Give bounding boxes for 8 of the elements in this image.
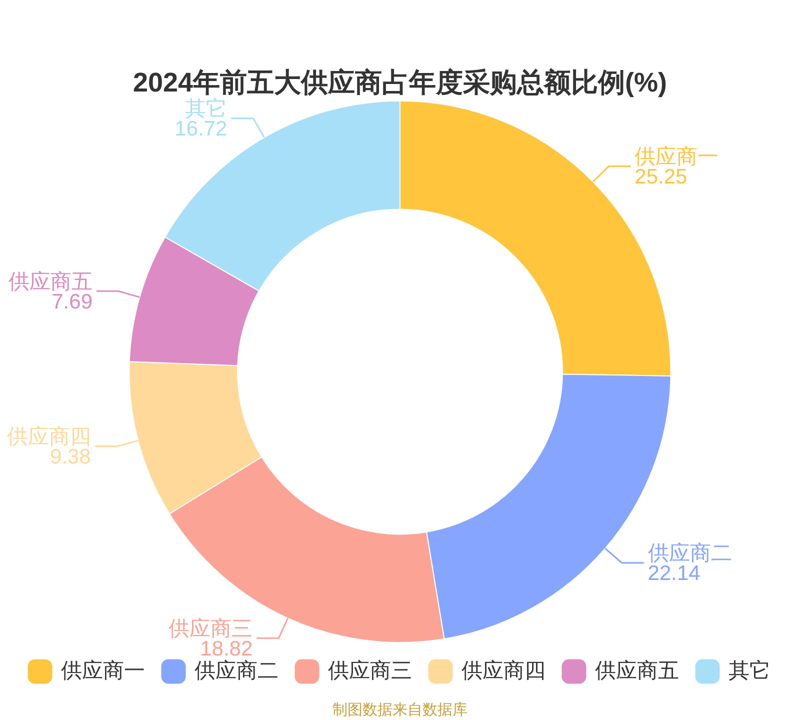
legend-label: 供应商一: [61, 659, 145, 682]
text: 制图数据来自数据库: [332, 702, 468, 719]
legend-label: 供应商三: [328, 659, 412, 682]
legend-label: 其它: [728, 659, 770, 682]
legend-label: 供应商二: [194, 659, 278, 682]
legend-label: 供应商四: [462, 659, 546, 682]
legend-label: 供应商五: [595, 659, 679, 682]
chart-title: 2024年前五大供应商占年度采购总额比例(%): [132, 68, 668, 98]
